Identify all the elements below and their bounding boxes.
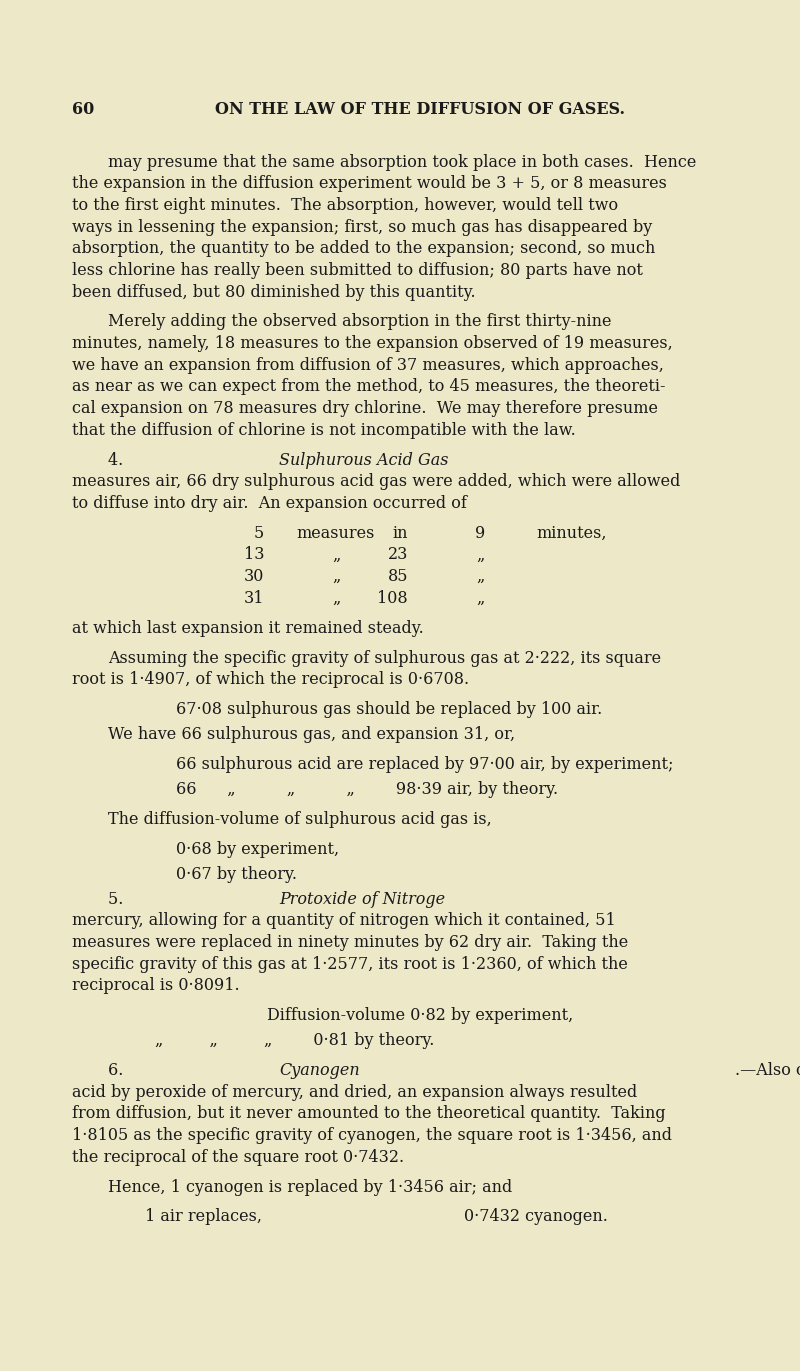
Text: Sulphurous Acid Gas: Sulphurous Acid Gas (279, 451, 449, 469)
Text: at which last expansion it remained steady.: at which last expansion it remained stea… (72, 620, 424, 636)
Text: 30: 30 (244, 568, 264, 585)
Text: 31: 31 (243, 590, 264, 607)
Text: „: „ (476, 547, 484, 563)
Text: 23: 23 (388, 547, 408, 563)
Text: specific gravity of this gas at 1·2577, its root is 1·2360, of which the: specific gravity of this gas at 1·2577, … (72, 956, 628, 972)
Text: mercury, allowing for a quantity of nitrogen which it contained, 51: mercury, allowing for a quantity of nitr… (72, 912, 616, 930)
Text: 67·08 sulphurous gas should be replaced by 100 air.: 67·08 sulphurous gas should be replaced … (176, 701, 602, 718)
Text: 66 sulphurous acid are replaced by 97·00 air, by experiment;: 66 sulphurous acid are replaced by 97·00… (176, 755, 674, 773)
Text: measures were replaced in ninety minutes by 62 dry air.  Taking the: measures were replaced in ninety minutes… (72, 934, 628, 951)
Text: minutes,: minutes, (536, 525, 606, 542)
Text: the reciprocal of the square root 0·7432.: the reciprocal of the square root 0·7432… (72, 1149, 404, 1165)
Text: from diffusion, but it never amounted to the theoretical quantity.  Taking: from diffusion, but it never amounted to… (72, 1105, 666, 1123)
Text: „: „ (476, 568, 484, 585)
Text: 13: 13 (243, 547, 264, 563)
Text: Protoxide of Nitroge: Protoxide of Nitroge (279, 891, 446, 908)
Text: Diffusion-volume 0·82 by experiment,: Diffusion-volume 0·82 by experiment, (267, 1008, 573, 1024)
Text: as near as we can expect from the method, to 45 measures, the theoreti-: as near as we can expect from the method… (72, 378, 666, 395)
Text: Cyanogen: Cyanogen (279, 1063, 360, 1079)
Text: 6.: 6. (108, 1063, 129, 1079)
Text: acid by peroxide of mercury, and dried, an expansion always resulted: acid by peroxide of mercury, and dried, … (72, 1083, 638, 1101)
Text: to diffuse into dry air.  An expansion occurred of: to diffuse into dry air. An expansion oc… (72, 495, 467, 511)
Text: Assuming the specific gravity of sulphurous gas at 2·222, its square: Assuming the specific gravity of sulphur… (108, 650, 661, 666)
Text: the expansion in the diffusion experiment would be 3 + 5, or 8 measures: the expansion in the diffusion experimen… (72, 175, 667, 192)
Text: to the first eight minutes.  The absorption, however, would tell two: to the first eight minutes. The absorpti… (72, 197, 618, 214)
Text: 1 air replaces,: 1 air replaces, (145, 1208, 262, 1226)
Text: .—Also over mercury.  First deprived of hydrocyanic: .—Also over mercury. First deprived of h… (735, 1063, 800, 1079)
Text: 108: 108 (378, 590, 408, 607)
Text: we have an expansion from diffusion of 37 measures, which approaches,: we have an expansion from diffusion of 3… (72, 356, 664, 374)
Text: ON THE LAW OF THE DIFFUSION OF GASES.: ON THE LAW OF THE DIFFUSION OF GASES. (215, 101, 625, 118)
Text: in: in (393, 525, 408, 542)
Text: less chlorine has really been submitted to diffusion; 80 parts have not: less chlorine has really been submitted … (72, 262, 643, 278)
Text: absorption, the quantity to be added to the expansion; second, so much: absorption, the quantity to be added to … (72, 240, 655, 258)
Text: 60: 60 (72, 101, 94, 118)
Text: 0·67 by theory.: 0·67 by theory. (176, 865, 297, 883)
Text: cal expansion on 78 measures dry chlorine.  We may therefore presume: cal expansion on 78 measures dry chlorin… (72, 400, 658, 417)
Text: 85: 85 (387, 568, 408, 585)
Text: root is 1·4907, of which the reciprocal is 0·6708.: root is 1·4907, of which the reciprocal … (72, 672, 469, 688)
Text: „: „ (476, 590, 484, 607)
Text: 0·7432 cyanogen.: 0·7432 cyanogen. (464, 1208, 608, 1226)
Text: measures: measures (297, 525, 375, 542)
Text: 5: 5 (254, 525, 264, 542)
Text: 9: 9 (475, 525, 485, 542)
Text: Merely adding the observed absorption in the first thirty-nine: Merely adding the observed absorption in… (108, 314, 611, 330)
Text: measures air, 66 dry sulphurous acid gas were added, which were allowed: measures air, 66 dry sulphurous acid gas… (72, 473, 680, 491)
Text: may presume that the same absorption took place in both cases.  Hence: may presume that the same absorption too… (108, 154, 696, 170)
Text: minutes, namely, 18 measures to the expansion observed of 19 measures,: minutes, namely, 18 measures to the expa… (72, 335, 673, 352)
Text: „: „ (332, 568, 340, 585)
Text: 0·68 by experiment,: 0·68 by experiment, (176, 840, 339, 858)
Text: We have 66 sulphurous gas, and expansion 31, or,: We have 66 sulphurous gas, and expansion… (108, 727, 515, 743)
Text: reciprocal is 0·8091.: reciprocal is 0·8091. (72, 978, 240, 994)
Text: 5.: 5. (108, 891, 129, 908)
Text: 1·8105 as the specific gravity of cyanogen, the square root is 1·3456, and: 1·8105 as the specific gravity of cyanog… (72, 1127, 672, 1143)
Text: 4.: 4. (108, 451, 128, 469)
Text: ways in lessening the expansion; first, so much gas has disappeared by: ways in lessening the expansion; first, … (72, 218, 652, 236)
Text: „: „ (332, 590, 340, 607)
Text: that the diffusion of chlorine is not incompatible with the law.: that the diffusion of chlorine is not in… (72, 422, 576, 439)
Text: been diffused, but 80 diminished by this quantity.: been diffused, but 80 diminished by this… (72, 284, 476, 300)
Text: „: „ (332, 547, 340, 563)
Text: „         „         „        0·81 by theory.: „ „ „ 0·81 by theory. (155, 1032, 434, 1049)
Text: The diffusion-volume of sulphurous acid gas is,: The diffusion-volume of sulphurous acid … (108, 810, 492, 828)
Text: 66      „          „          „        98·39 air, by theory.: 66 „ „ „ 98·39 air, by theory. (176, 781, 558, 798)
Text: Hence, 1 cyanogen is replaced by 1·3456 air; and: Hence, 1 cyanogen is replaced by 1·3456 … (108, 1179, 512, 1196)
